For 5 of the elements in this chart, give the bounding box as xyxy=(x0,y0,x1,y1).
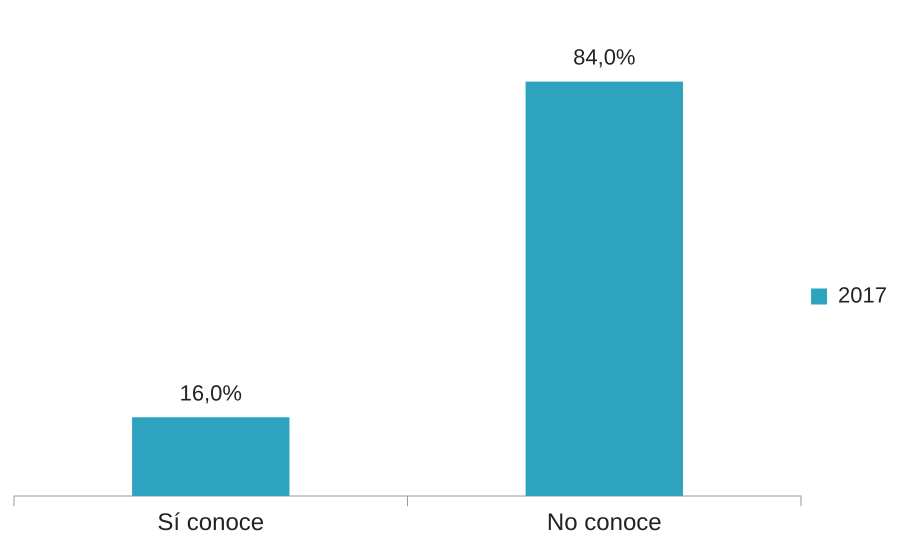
legend-label: 2017 xyxy=(838,282,888,308)
data-label: 16,0% xyxy=(180,380,242,406)
x-tick-label: No conoce xyxy=(546,509,662,536)
data-label: 84,0% xyxy=(573,44,636,70)
x-tick-label: Sí conoce xyxy=(157,509,264,536)
